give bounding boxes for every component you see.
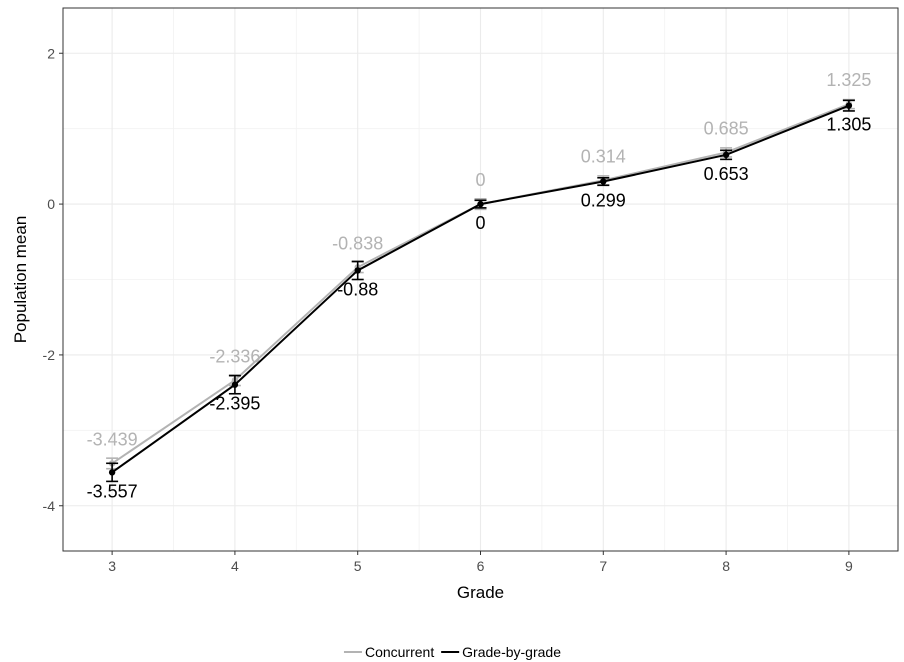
data-label: -3.557: [87, 481, 138, 501]
data-point: [722, 151, 730, 159]
x-tick-label: 4: [231, 558, 239, 574]
series-layer: [106, 98, 855, 483]
data-label: -2.336: [209, 346, 260, 366]
data-point: [600, 178, 607, 185]
data-label: 1.305: [826, 115, 871, 135]
legend-label: Grade-by-grade: [462, 644, 561, 660]
data-label: -0.838: [332, 233, 383, 253]
data-point: [845, 102, 853, 109]
y-axis-title: Population mean: [11, 216, 30, 344]
data-labels: -3.439 -2.336 -0.838 0 0.314 0.685 1.325 -3.557…: [87, 70, 872, 501]
data-label: 0.685: [704, 118, 749, 138]
x-tick-label: 5: [354, 558, 362, 574]
data-label: -0.88: [337, 279, 378, 299]
axes: 3 4 5 6 7 8 9 -4 -2 0 2: [43, 45, 853, 574]
y-tick-label: -2: [43, 347, 56, 363]
grid: [63, 8, 898, 551]
data-point: [108, 469, 116, 476]
x-axis-title: Grade: [457, 583, 504, 602]
x-tick-label: 8: [722, 558, 730, 574]
y-tick-label: 2: [47, 45, 55, 61]
data-label: 0: [475, 170, 485, 190]
y-tick-label: -4: [43, 498, 56, 514]
data-point: [231, 381, 239, 388]
y-tick-label: 0: [47, 196, 55, 212]
data-label: 0.299: [581, 191, 626, 211]
x-tick-label: 6: [477, 558, 485, 574]
x-tick-label: 9: [845, 558, 853, 574]
x-tick-label: 3: [108, 558, 116, 574]
data-point: [354, 267, 361, 274]
data-point: [477, 200, 484, 208]
x-tick-label: 7: [599, 558, 607, 574]
data-label: 0: [475, 213, 485, 233]
data-label: -3.439: [87, 429, 138, 449]
data-label: 0.314: [581, 146, 626, 166]
data-label: 1.325: [826, 70, 871, 90]
data-label: 0.653: [704, 164, 749, 184]
legend-label: Concurrent: [365, 644, 434, 660]
data-label: -2.395: [209, 394, 260, 414]
legend: Concurrent Grade-by-grade: [343, 644, 561, 660]
